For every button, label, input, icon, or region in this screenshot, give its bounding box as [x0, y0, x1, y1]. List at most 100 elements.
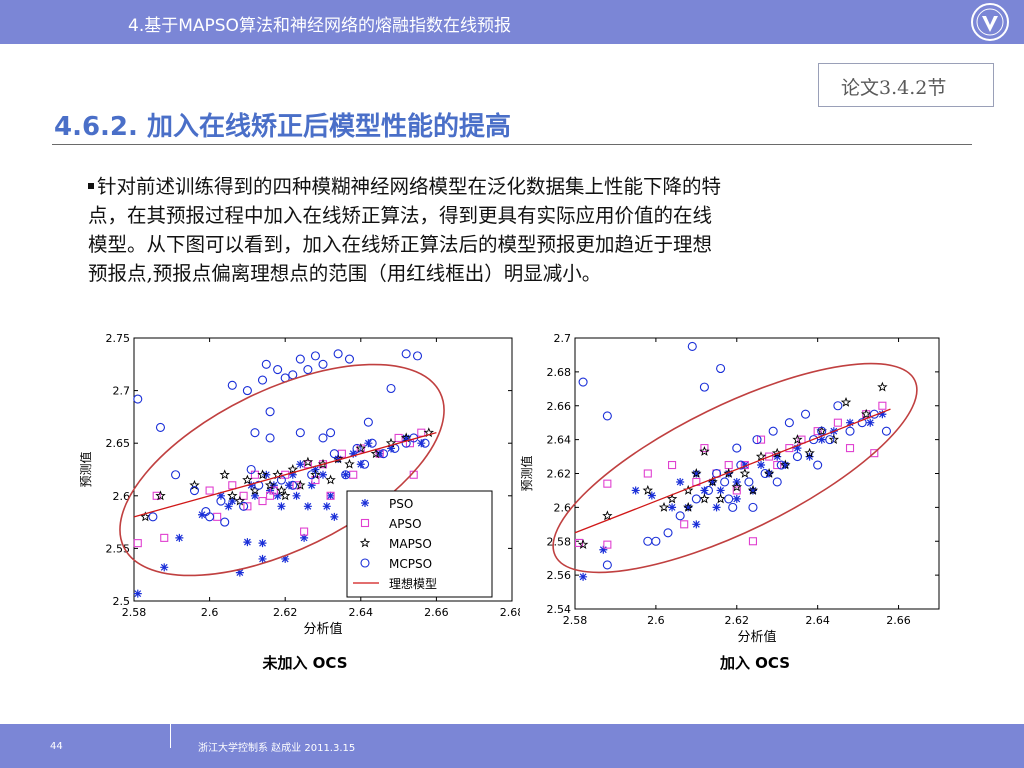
point-mcpso [817, 426, 827, 436]
point-mcpso [813, 460, 823, 470]
point-mapso [691, 468, 702, 478]
slide-title: 4.基于MAPSO算法和神经网络的熔融指数在线预报 [128, 16, 511, 36]
point-mcpso [744, 477, 754, 487]
footer-bar: 44 浙江大学控制系 赵成业 2011.3.15 [0, 724, 1024, 768]
point-mcpso [318, 433, 328, 443]
point-mapso [577, 539, 589, 550]
point-pso [326, 491, 335, 500]
x-tick-label: 2.64 [349, 606, 374, 619]
point-pso [319, 470, 327, 479]
point-apso [292, 481, 301, 490]
point-pso [708, 477, 717, 486]
point-mcpso [845, 426, 855, 436]
point-mcpso [412, 351, 423, 361]
point-mcpso [360, 558, 370, 568]
legend-label: MCPSO [389, 557, 432, 571]
point-mcpso [318, 359, 328, 369]
point-mcpso [720, 477, 730, 487]
point-mcpso [265, 407, 275, 417]
x-tick-label: 2.62 [725, 614, 750, 627]
point-pso [402, 433, 411, 442]
point-pso [579, 572, 588, 581]
point-pso [793, 444, 802, 453]
point-mcpso [295, 354, 305, 364]
x-tick-label: 2.64 [805, 614, 830, 627]
point-pso [133, 589, 142, 598]
point-pso [216, 491, 225, 500]
y-tick-label: 2.66 [547, 400, 572, 413]
footer-text: 浙江大学控制系 赵成业 2011.3.15 [198, 743, 356, 754]
y-tick-label: 2.5 [113, 595, 131, 608]
point-mcpso [344, 354, 355, 364]
x-tick-label: 2.66 [886, 614, 911, 627]
point-apso [394, 433, 403, 442]
point-mcpso [857, 418, 867, 428]
point-mapso [242, 474, 253, 485]
point-apso [870, 449, 879, 458]
point-pso [773, 452, 782, 461]
point-mcpso [772, 477, 782, 487]
point-mcpso [303, 365, 313, 375]
point-apso [668, 460, 677, 470]
x-tick-label: 2.62 [273, 606, 298, 619]
point-apso [205, 486, 214, 495]
y-tick-label: 2.54 [547, 603, 572, 616]
point-apso [603, 540, 612, 549]
point-mapso [755, 451, 767, 462]
point-mcpso [155, 422, 166, 432]
university-logo-icon [971, 3, 1009, 41]
point-apso [258, 497, 267, 506]
point-pso [349, 449, 358, 458]
point-pso [311, 465, 320, 474]
point-mapso [359, 537, 371, 548]
point-mapso [666, 493, 678, 504]
point-mcpso [809, 435, 819, 445]
point-apso [375, 449, 384, 458]
point-apso [360, 518, 370, 528]
point-pso [599, 545, 608, 554]
point-mapso [642, 484, 654, 495]
x-tick-label: 2.6 [201, 606, 219, 619]
point-mcpso [881, 426, 891, 436]
point-pso [258, 554, 267, 563]
point-mapso [302, 456, 314, 467]
point-pso [668, 503, 677, 512]
point-apso [773, 460, 782, 470]
point-mcpso [242, 386, 252, 396]
bullet-icon [88, 182, 94, 189]
y-axis-label: 预测值 [80, 451, 93, 487]
point-apso [603, 479, 612, 488]
point-mcpso [420, 438, 430, 448]
point-apso [756, 435, 766, 444]
point-mapso [325, 474, 336, 485]
point-mcpso [246, 464, 256, 475]
point-apso [643, 469, 652, 478]
point-mcpso [792, 452, 802, 462]
point-mapso [747, 484, 759, 495]
point-mcpso [825, 435, 835, 445]
ideal-model-line [574, 408, 891, 534]
point-mcpso [148, 512, 158, 522]
point-mapso [860, 408, 872, 419]
reference-box: 论文3.4.2节 [818, 63, 994, 107]
point-mcpso [401, 438, 411, 448]
point-mcpso [227, 380, 237, 390]
point-apso [417, 428, 426, 437]
point-pso [647, 491, 656, 500]
point-mcpso [675, 511, 685, 521]
point-mcpso [651, 536, 661, 546]
chart-caption: 加入 OCS [719, 654, 790, 670]
y-tick-label: 2.64 [547, 434, 572, 447]
y-tick-label: 2.58 [547, 535, 572, 548]
point-mapso [602, 510, 613, 521]
point-mcpso [333, 349, 343, 359]
point-apso [300, 527, 309, 536]
point-mapso [264, 479, 276, 490]
point-pso [235, 568, 244, 577]
point-mcpso [699, 382, 709, 392]
page-number: 44 [50, 741, 63, 752]
point-pso [277, 502, 286, 511]
point-mapso [295, 479, 306, 490]
point-mcpso [728, 502, 738, 512]
point-mcpso [254, 480, 264, 490]
